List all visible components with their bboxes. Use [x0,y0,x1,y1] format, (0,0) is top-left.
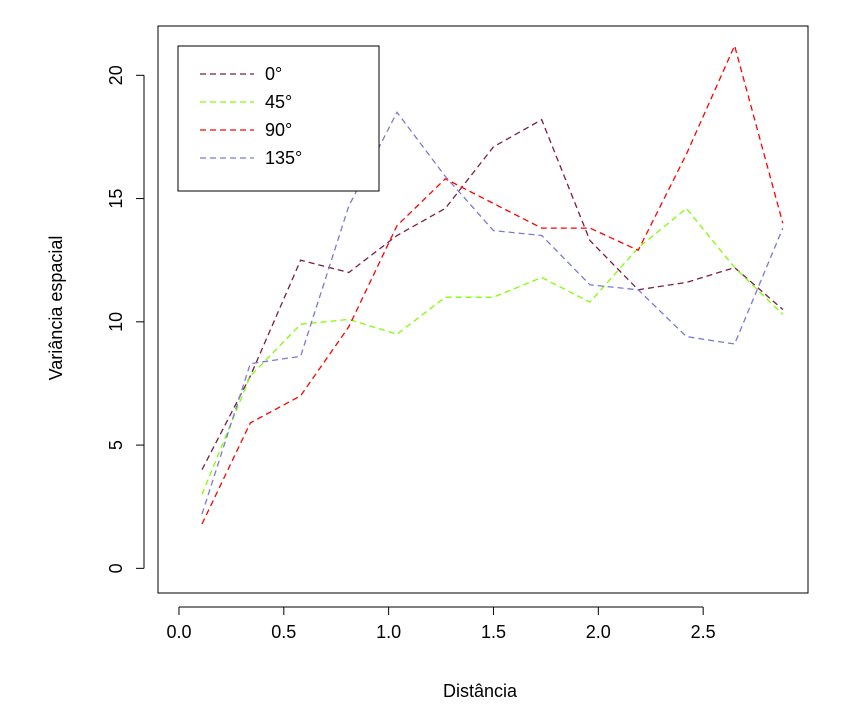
legend-label: 45° [265,92,292,112]
y-axis-title: Variância espacial [46,236,66,381]
y-axis: 0 5 10 15 20 [106,65,144,573]
legend-label: 90° [265,120,292,140]
legend: 0° 45° 90° 135° [178,46,379,191]
legend-label: 0° [265,64,282,84]
legend-label: 135° [265,148,302,168]
x-axis: 0.0 0.5 1.0 1.5 2.0 2.5 [166,607,715,642]
x-tick-label: 2.0 [586,622,611,642]
series-line [202,208,783,494]
x-axis-title: Distância [443,681,518,701]
y-tick-label: 5 [106,440,126,450]
x-tick-label: 0.5 [271,622,296,642]
chart: 0.0 0.5 1.0 1.5 2.0 2.5 0 5 10 15 20 Distância Va… [0,0,863,718]
x-tick-label: 0.0 [166,622,191,642]
y-tick-label: 20 [106,65,126,85]
y-tick-label: 10 [106,312,126,332]
x-tick-label: 1.5 [481,622,506,642]
x-tick-label: 1.0 [376,622,401,642]
y-tick-label: 0 [106,563,126,573]
x-tick-label: 2.5 [691,622,716,642]
y-tick-label: 15 [106,189,126,209]
